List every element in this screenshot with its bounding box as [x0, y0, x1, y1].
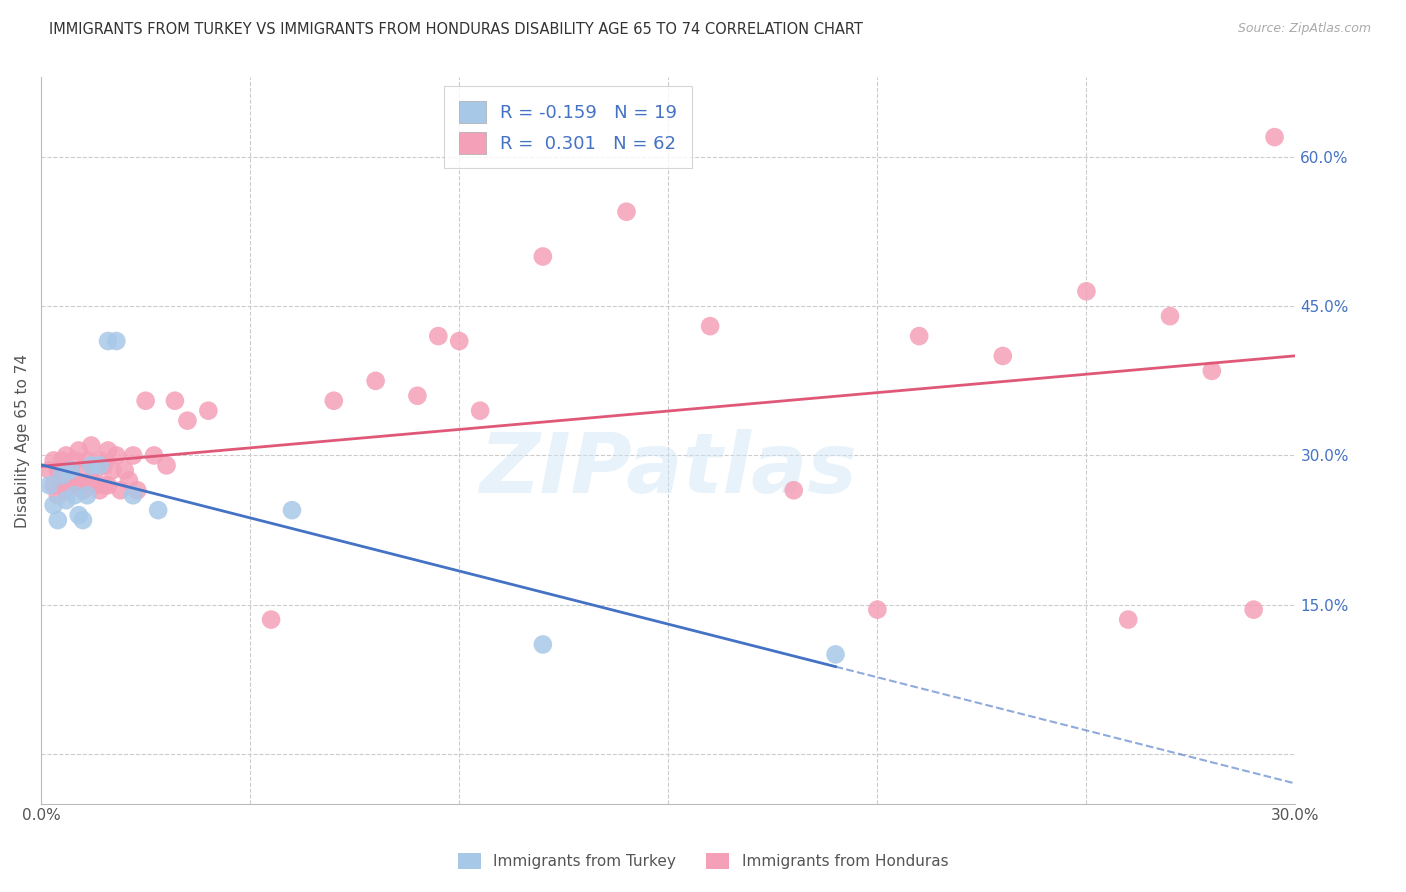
Point: [46, 513, 69, 527]
Text: ZIPatlas: ZIPatlas: [479, 429, 858, 510]
Point: [322, 393, 344, 408]
Point: [364, 374, 387, 388]
Point: [55, 493, 77, 508]
Point: [84, 478, 107, 492]
Point: [616, 204, 638, 219]
Point: [1264, 130, 1286, 145]
Point: [55, 483, 77, 498]
Point: [105, 334, 128, 348]
Point: [908, 329, 931, 343]
Point: [89, 483, 111, 498]
Point: [42, 498, 65, 512]
Point: [1243, 602, 1265, 616]
Point: [148, 503, 170, 517]
Point: [38, 463, 60, 477]
Point: [51, 468, 73, 483]
Point: [80, 458, 103, 473]
Point: [101, 463, 124, 477]
Point: [46, 488, 69, 502]
Point: [76, 488, 98, 502]
Point: [93, 458, 115, 473]
Point: [59, 478, 82, 492]
Point: [67, 443, 90, 458]
Point: [51, 473, 73, 487]
Point: [114, 463, 136, 477]
Point: [89, 458, 111, 473]
Point: [67, 478, 90, 492]
Point: [176, 414, 198, 428]
Point: [699, 319, 721, 334]
Point: [97, 478, 120, 492]
Point: [531, 637, 554, 651]
Point: [122, 449, 145, 463]
Point: [42, 478, 65, 492]
Legend: Immigrants from Turkey, Immigrants from Honduras: Immigrants from Turkey, Immigrants from …: [451, 847, 955, 875]
Point: [197, 403, 219, 417]
Point: [1076, 285, 1098, 299]
Point: [42, 453, 65, 467]
Point: [97, 443, 120, 458]
Point: [468, 403, 491, 417]
Y-axis label: Disability Age 65 to 74: Disability Age 65 to 74: [15, 353, 30, 527]
Point: [1159, 309, 1181, 323]
Point: [63, 488, 86, 502]
Point: [449, 334, 471, 348]
Point: [51, 453, 73, 467]
Point: [84, 463, 107, 477]
Point: [89, 453, 111, 467]
Point: [1116, 613, 1139, 627]
Point: [155, 458, 177, 473]
Point: [866, 602, 889, 616]
Point: [531, 250, 554, 264]
Point: [135, 393, 157, 408]
Point: [127, 483, 149, 498]
Point: [97, 334, 120, 348]
Point: [76, 453, 98, 467]
Point: [80, 473, 103, 487]
Point: [63, 453, 86, 467]
Point: [406, 389, 429, 403]
Legend: R = -0.159   N = 19, R =  0.301   N = 62: R = -0.159 N = 19, R = 0.301 N = 62: [444, 87, 692, 169]
Text: Source: ZipAtlas.com: Source: ZipAtlas.com: [1237, 22, 1371, 36]
Point: [72, 463, 94, 477]
Point: [991, 349, 1014, 363]
Text: IMMIGRANTS FROM TURKEY VS IMMIGRANTS FROM HONDURAS DISABILITY AGE 65 TO 74 CORRE: IMMIGRANTS FROM TURKEY VS IMMIGRANTS FRO…: [49, 22, 863, 37]
Point: [38, 478, 60, 492]
Point: [427, 329, 450, 343]
Point: [55, 449, 77, 463]
Point: [163, 393, 186, 408]
Point: [72, 483, 94, 498]
Point: [63, 473, 86, 487]
Point: [824, 648, 846, 662]
Point: [59, 463, 82, 477]
Point: [1201, 364, 1223, 378]
Point: [122, 488, 145, 502]
Point: [260, 613, 283, 627]
Point: [46, 463, 69, 477]
Point: [110, 483, 132, 498]
Point: [93, 478, 115, 492]
Point: [67, 508, 90, 523]
Point: [118, 473, 141, 487]
Point: [76, 478, 98, 492]
Point: [143, 449, 166, 463]
Point: [72, 513, 94, 527]
Point: [105, 449, 128, 463]
Point: [59, 463, 82, 477]
Point: [783, 483, 806, 498]
Point: [281, 503, 304, 517]
Point: [80, 438, 103, 452]
